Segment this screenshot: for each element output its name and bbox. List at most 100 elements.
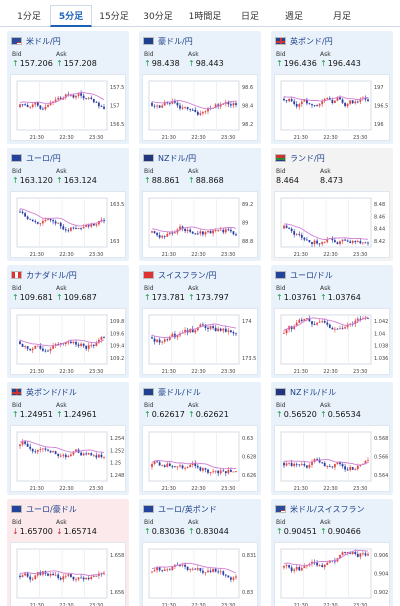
pair-name[interactable]: NZドル/円: [158, 153, 197, 163]
pair-name[interactable]: ユーロ/ドル: [290, 270, 333, 280]
mini-chart[interactable]: 21:30 22:30 23:30 1.042 1.04 1.038 1.036: [274, 308, 390, 375]
card-header: ユーロ/豪ドル: [11, 503, 77, 515]
mini-chart[interactable]: 21:30 22:30 23:30 174 173.5: [142, 308, 258, 375]
tab-3[interactable]: 30分足: [143, 11, 173, 22]
pair-name[interactable]: 米ドル/スイスフラン: [290, 504, 365, 514]
bid-value: ↑0.90451: [276, 527, 317, 536]
tab-7[interactable]: 月足: [332, 11, 351, 22]
currency-card[interactable]: 英ポンド/ドル Bid Ask ↑1.24951 ↑1.24961 21:30 22:30 2…: [7, 382, 129, 495]
candle-body: [31, 219, 34, 222]
ask-value: ↑173.797: [188, 293, 229, 302]
y-tick-label: 88.8: [242, 239, 253, 245]
currency-card[interactable]: ランド/円 Bid Ask 8.464 8.473 21:30 22:30 23:30 8.48…: [271, 148, 393, 261]
pair-name[interactable]: スイスフラン/円: [158, 270, 217, 280]
candle-body: [161, 570, 164, 572]
tab-1[interactable]: 5分足: [50, 5, 92, 27]
candle-body: [209, 472, 212, 473]
candle-body: [359, 553, 362, 557]
candle-body: [85, 225, 88, 228]
mini-chart[interactable]: 21:30 22:30 23:30 8.48 8.46 8.44 8.42: [274, 191, 390, 258]
currency-card[interactable]: カナダドル/円 Bid Ask ↑109.681 ↑109.687 21:30 22:30 2…: [7, 265, 129, 378]
currency-card[interactable]: ユーロ/豪ドル Bid Ask ↓1.65700 ↓1.65714 21:30 22:30 2…: [7, 499, 129, 606]
candle-body: [316, 322, 318, 325]
candle-body: [90, 453, 93, 456]
candle-body: [181, 465, 184, 469]
pair-name[interactable]: ユーロ/豪ドル: [26, 504, 77, 514]
pair-name[interactable]: カナダドル/円: [26, 270, 77, 280]
ask-value: ↑1.03764: [320, 293, 361, 302]
y-tick-label: 0.904: [374, 572, 388, 578]
arrow-up-icon: ↑: [144, 293, 151, 302]
currency-card[interactable]: NZドル/円 Bid Ask ↑88.861 ↑88.868 21:30 22:30 23:3…: [139, 148, 261, 261]
x-tick-label: 23:30: [221, 486, 235, 492]
candle-body: [316, 240, 318, 244]
candle-body: [26, 573, 29, 577]
tab-0[interactable]: 1分足: [17, 11, 41, 22]
currency-card[interactable]: スイスフラン/円 Bid Ask ↑173.781 ↑173.797 21:30 22:30…: [139, 265, 261, 378]
x-tick-label: 22:30: [191, 603, 205, 606]
mini-chart[interactable]: 21:30 22:30 23:30 0.63 0.628 0.626: [142, 425, 258, 492]
pair-name[interactable]: 米ドル/円: [26, 36, 61, 46]
tab-6[interactable]: 週足: [284, 11, 303, 22]
currency-card[interactable]: 豪ドル/ドル Bid Ask ↑0.62617 ↑0.62621 21:30 22:30 23…: [139, 382, 261, 495]
x-tick-label: 23:30: [89, 603, 103, 606]
tab-2[interactable]: 15分足: [99, 11, 129, 22]
card-header: カナダドル/円: [11, 269, 77, 281]
mini-chart[interactable]: 21:30 22:30 23:30 197 196.5 196: [274, 74, 390, 141]
candle-body: [151, 571, 153, 573]
candle-body: [288, 227, 290, 229]
candle-body: [311, 104, 313, 106]
candle-body: [179, 465, 181, 467]
mini-chart[interactable]: 21:30 22:30 23:30 163.5 163: [10, 191, 126, 258]
candle-body: [316, 562, 318, 566]
currency-card[interactable]: 米ドル/スイスフラン Bid Ask ↑0.90451 ↑0.90466 21:30 22:…: [271, 499, 393, 606]
moving-average-line: [151, 100, 237, 110]
ask-value: ↑88.868: [188, 176, 224, 185]
tab-5[interactable]: 日足: [240, 11, 259, 22]
pair-name[interactable]: ユーロ/英ポンド: [158, 504, 217, 514]
candle-body: [283, 565, 285, 568]
x-tick-label: 21:30: [294, 135, 308, 141]
mini-chart[interactable]: 21:30 22:30 23:30 0.831 0.83: [142, 542, 258, 606]
pair-name[interactable]: NZドル/ドル: [290, 387, 337, 397]
pair-name[interactable]: 英ポンド/円: [290, 36, 333, 46]
candle-body: [168, 463, 171, 466]
candle-body: [24, 104, 26, 106]
y-tick-label: 0.568: [374, 436, 388, 442]
mini-chart[interactable]: 21:30 22:30 23:30 0.568 0.566 0.564: [274, 425, 390, 492]
candle-body: [168, 336, 171, 340]
candlestick-chart: 21:30 22:30 23:30 0.831 0.83: [148, 548, 256, 606]
candle-body: [176, 102, 179, 106]
currency-card[interactable]: ユーロ/英ポンド Bid Ask ↑0.83036 ↑0.83044 21:30 22:30…: [139, 499, 261, 606]
ask-price: 0.90466: [327, 527, 361, 536]
currency-card[interactable]: 英ポンド/円 Bid Ask ↑196.436 ↑196.443 21:30 22:30 23…: [271, 31, 393, 144]
candle-body: [311, 561, 313, 564]
candle-body: [209, 231, 212, 234]
mini-chart[interactable]: 21:30 22:30 23:30 89.2 89 88.8: [142, 191, 258, 258]
currency-card[interactable]: ユーロ/ドル Bid Ask ↑1.03761 ↑1.03764 21:30 22:30 23…: [271, 265, 393, 378]
card-header: ユーロ/英ポンド: [143, 503, 217, 515]
candle-body: [85, 453, 88, 455]
currency-card[interactable]: ユーロ/円 Bid Ask ↑163.120 ↑163.124 21:30 22:30 23:…: [7, 148, 129, 261]
candle-body: [339, 328, 341, 330]
mini-chart[interactable]: 21:30 22:30 23:30 0.906 0.904 0.902: [274, 542, 390, 606]
candle-body: [161, 341, 164, 343]
tab-4[interactable]: 1時間足: [188, 11, 222, 22]
pair-name[interactable]: ユーロ/円: [26, 153, 61, 163]
pair-name[interactable]: 英ポンド/ドル: [26, 387, 77, 397]
pair-name[interactable]: 豪ドル/ドル: [158, 387, 201, 397]
candle-body: [44, 219, 47, 221]
pair-name[interactable]: 豪ドル/円: [158, 36, 193, 46]
mini-chart[interactable]: 21:30 22:30 23:30 157.5 157 156.5: [10, 74, 126, 141]
mini-chart[interactable]: 21:30 22:30 23:30 1.658 1.656: [10, 542, 126, 606]
moving-average-line: [283, 316, 369, 331]
card-header: 英ポンド/ドル: [11, 386, 77, 398]
currency-card[interactable]: 米ドル/円 Bid Ask ↑157.206 ↑157.208 21:30 22:30 23:…: [7, 31, 129, 144]
mini-chart[interactable]: 21:30 22:30 23:30 98.6 98.4 98.2: [142, 74, 258, 141]
currency-card[interactable]: NZドル/ドル Bid Ask ↑0.56520 ↑0.56534 21:30 22:30 2…: [271, 382, 393, 495]
currency-card[interactable]: 豪ドル/円 Bid Ask ↑98.438 ↑98.443 21:30 22:30 23:30…: [139, 31, 261, 144]
pair-name[interactable]: ランド/円: [290, 153, 325, 163]
mini-chart[interactable]: 21:30 22:30 23:30 1.254 1.252 1.25 1.248: [10, 425, 126, 492]
candle-body: [362, 242, 364, 244]
mini-chart[interactable]: 21:30 22:30 23:30 109.8 109.6 109.4 109.2: [10, 308, 126, 375]
